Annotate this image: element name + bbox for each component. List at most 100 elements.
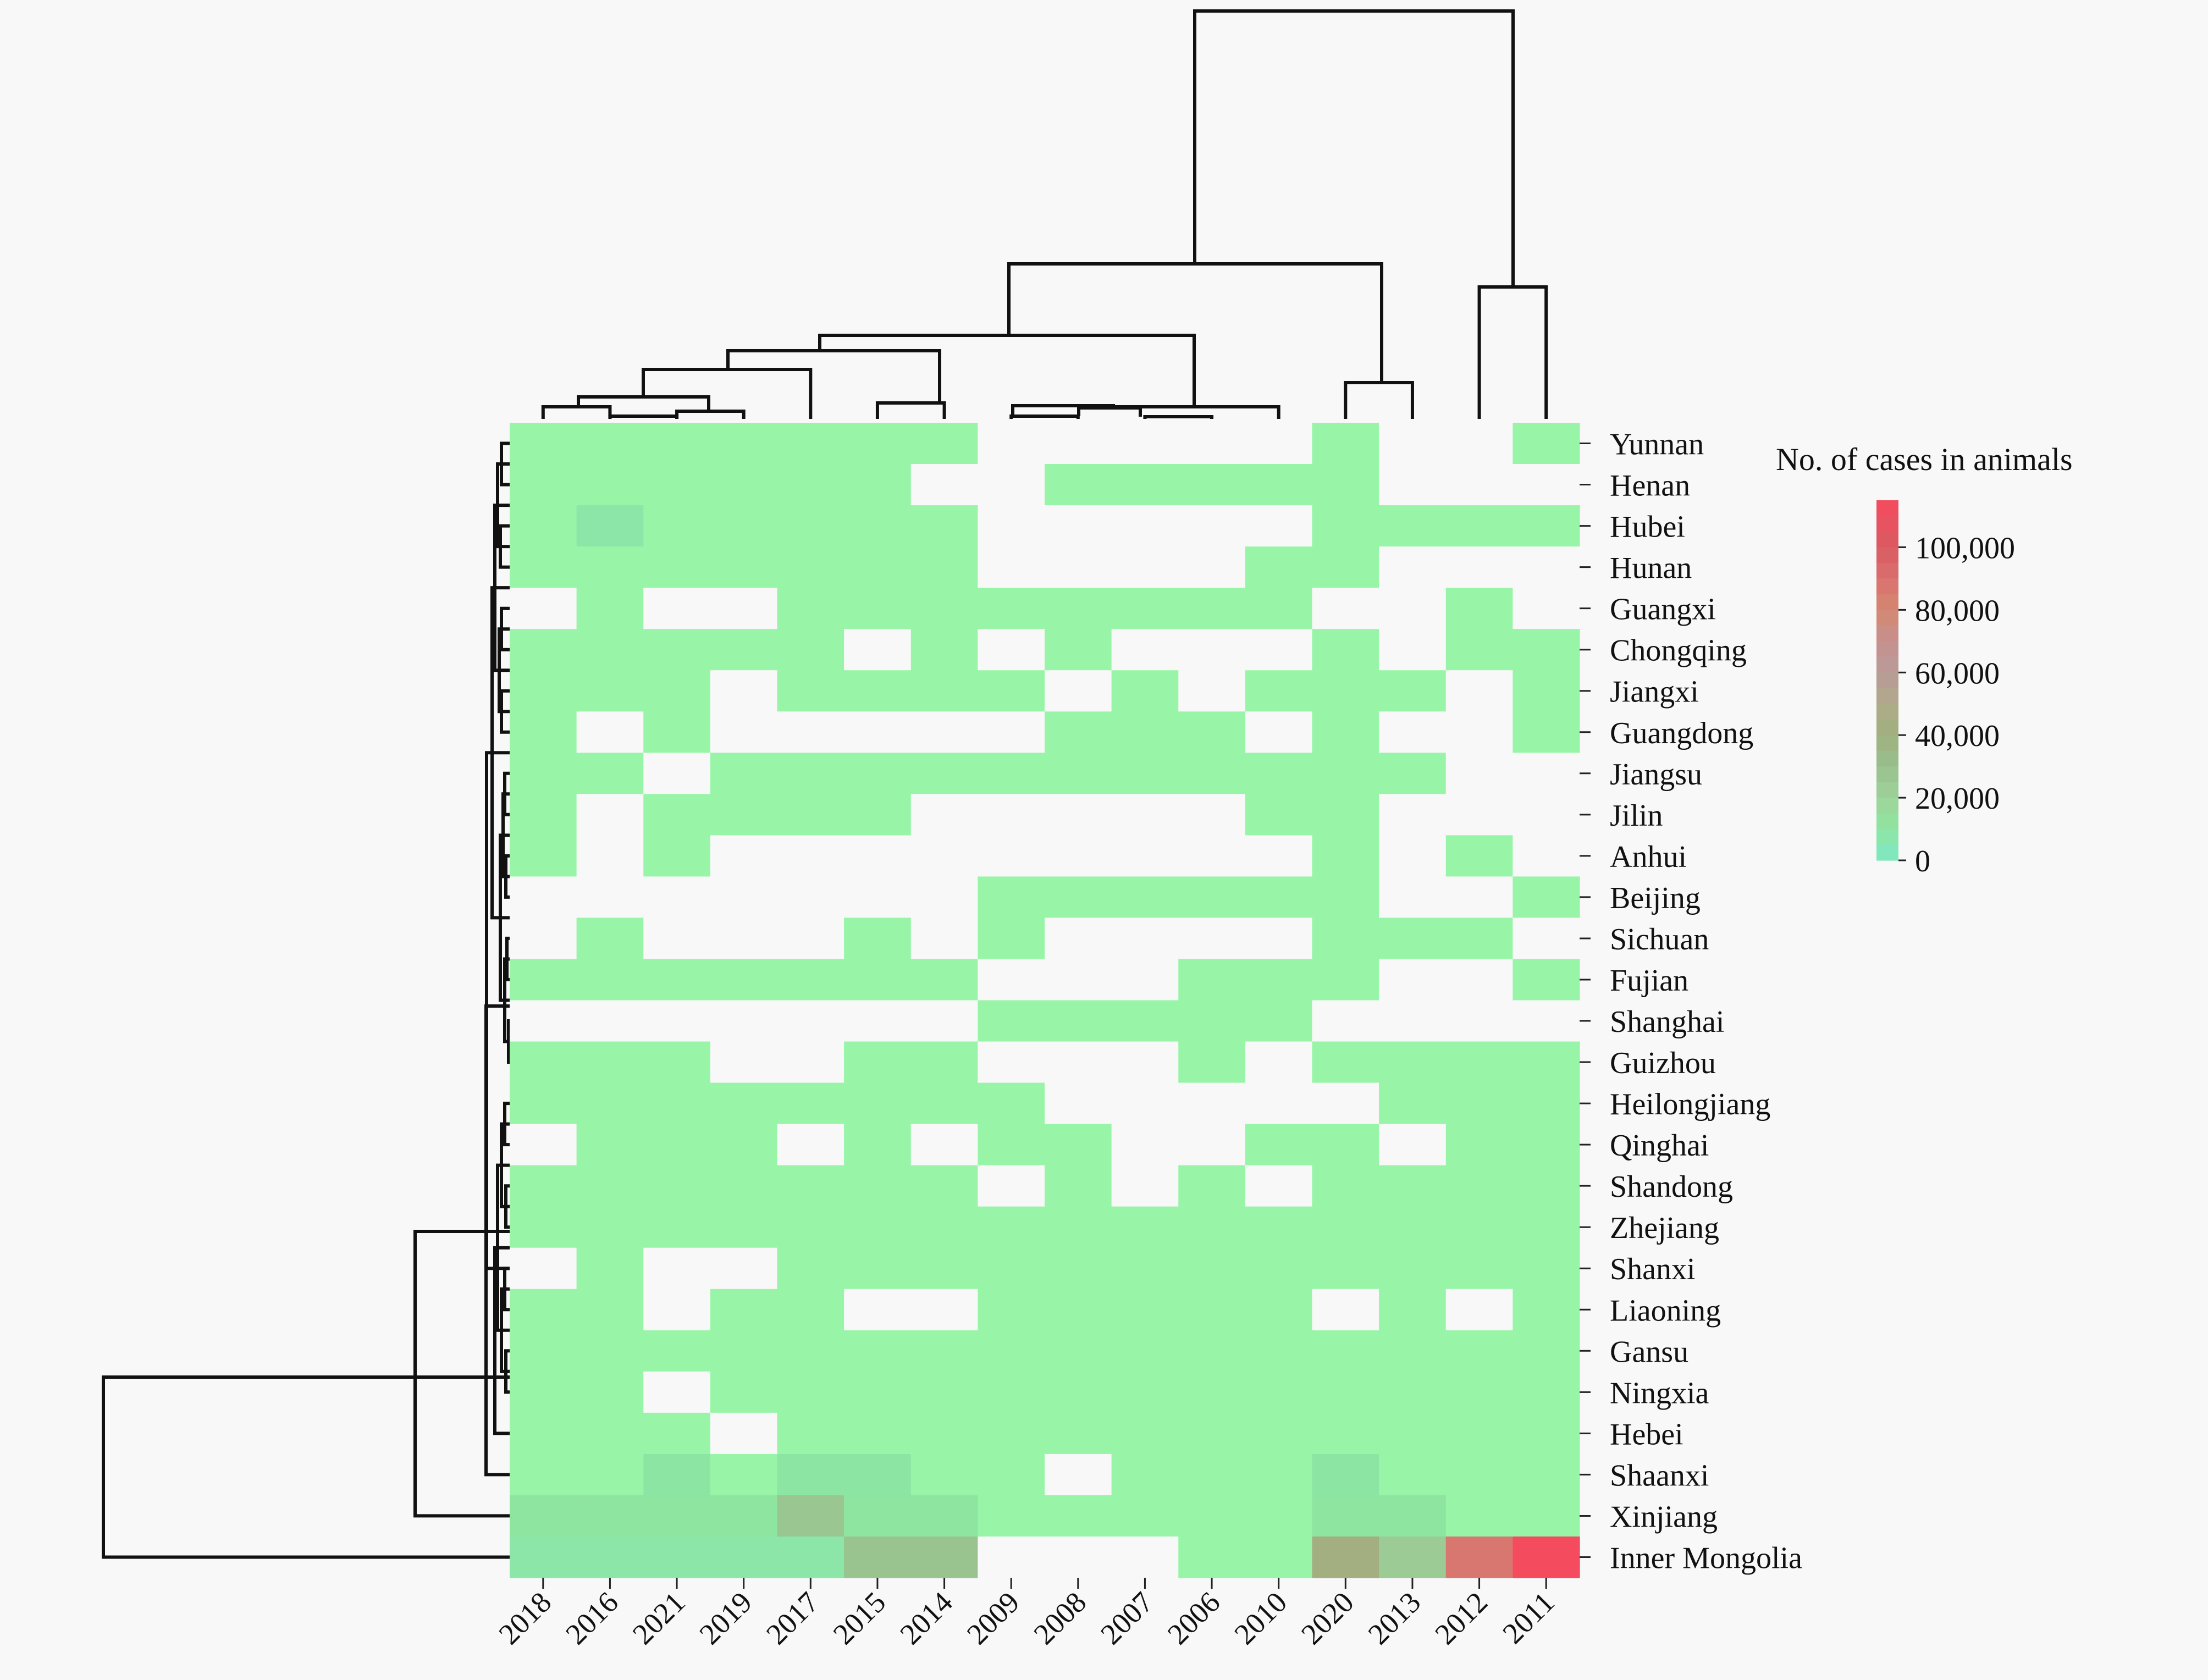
heatmap-cell [643,1206,711,1248]
heatmap-cell [710,1289,778,1331]
heatmap-cell [844,546,912,588]
heatmap-cell [978,753,1045,794]
heatmap-cell [1379,1000,1447,1042]
heatmap-cell [510,1165,577,1207]
heatmap-cell [643,546,711,588]
heatmap-cell [777,1454,844,1496]
heatmap-cell [1445,753,1513,794]
heatmap-cell [1312,1247,1379,1290]
heatmap-cell [1111,794,1179,836]
heatmap-cell [1111,1454,1179,1496]
heatmap-cell [1513,1165,1580,1207]
heatmap-cell [910,1247,978,1290]
heatmap-cell [710,1536,778,1578]
heatmap-cell [1513,1247,1580,1290]
heatmap-cell [844,1495,912,1537]
heatmap-cell [1245,670,1313,712]
heatmap-cell [1045,1454,1112,1496]
row-label: Shaanxi [1610,1458,1709,1493]
heatmap-cell [1379,1289,1447,1331]
heatmap-cell [510,876,577,919]
heatmap-cell [576,423,644,465]
heatmap-cell [777,1124,844,1166]
heatmap-cell [510,959,577,1001]
dendrogram-link [484,1004,510,1477]
heatmap-cell [576,876,644,919]
heatmap-cell [710,959,778,1001]
heatmap-cell [978,1000,1045,1042]
row-label: Jiangsu [1610,758,1702,792]
heatmap-cell [1445,918,1513,960]
colorbar-segment [1876,844,1898,861]
column-label: 2021 [626,1585,692,1651]
heatmap-cell [1178,1330,1246,1372]
heatmap-cell [1379,1495,1447,1537]
heatmap-cell [1045,876,1112,919]
heatmap-cell [510,1495,577,1537]
heatmap-cell [510,1124,577,1166]
heatmap-cell [1178,1041,1246,1084]
colorbar-segment [1876,750,1898,767]
heatmap-cell [1178,794,1246,836]
heatmap-cell [710,505,778,547]
heatmap-cell [1445,505,1513,547]
heatmap-cell [844,835,912,877]
heatmap-cell [1445,1289,1513,1331]
heatmap-cell [1513,464,1580,506]
heatmap-cell [643,1000,711,1042]
heatmap-cell [1312,711,1379,753]
heatmap-cell [1178,1454,1246,1496]
row-label: Hubei [1610,510,1685,544]
heatmap-cell [1513,1041,1580,1084]
heatmap-cell [1245,464,1313,506]
heatmap-cell [1045,629,1112,671]
heatmap-cell [978,794,1045,836]
heatmap-cell [1445,1165,1513,1207]
heatmap-cell [1445,670,1513,712]
heatmap-cell [1379,1124,1447,1166]
heatmap-cell [643,670,711,712]
heatmap-cell [1445,1247,1513,1290]
row-label: Guizhou [1610,1046,1716,1080]
heatmap-cell [844,1536,912,1578]
heatmap-cell [1312,629,1379,671]
colorbar-segment [1876,562,1898,579]
heatmap-cell [844,1000,912,1042]
row-label: Chongqing [1610,634,1747,668]
heatmap-cell [576,1454,644,1496]
heatmap-cell [710,1206,778,1248]
heatmap-cell [1513,1000,1580,1042]
heatmap-cell [710,835,778,877]
heatmap-cell [1445,423,1513,465]
heatmap-cell [777,1082,844,1125]
heatmap-cell [910,1289,978,1331]
heatmap-cell [1513,876,1580,919]
heatmap-cell [1045,464,1112,506]
heatmap-cell [1513,1454,1580,1496]
heatmap-cell [1178,1371,1246,1413]
dendrogram-link [726,349,941,403]
row-label: Zhejiang [1610,1211,1719,1245]
heatmap-cell [510,1289,577,1331]
heatmap-cell [1178,753,1246,794]
heatmap-cell [1245,835,1313,877]
heatmap-cell [910,876,978,919]
heatmap-cell [1111,670,1179,712]
heatmap-cell [1379,1247,1447,1290]
heatmap-cell [1379,588,1447,629]
heatmap-cell [1245,546,1313,588]
heatmap-cell [576,1206,644,1248]
heatmap-cell [1245,1412,1313,1455]
heatmap-cell [1045,1000,1112,1042]
dendrogram-link [608,415,679,419]
heatmap-cell [910,959,978,1001]
heatmap-cell [1513,794,1580,836]
heatmap-cell [978,1454,1045,1496]
heatmap-cell [1245,1165,1313,1207]
heatmap-cell [1045,918,1112,960]
heatmap-cell [1312,959,1379,1001]
heatmap-cell [1513,835,1580,877]
heatmap-cell [510,1041,577,1084]
heatmap-cell [910,505,978,547]
heatmap-cell [1513,1289,1580,1331]
